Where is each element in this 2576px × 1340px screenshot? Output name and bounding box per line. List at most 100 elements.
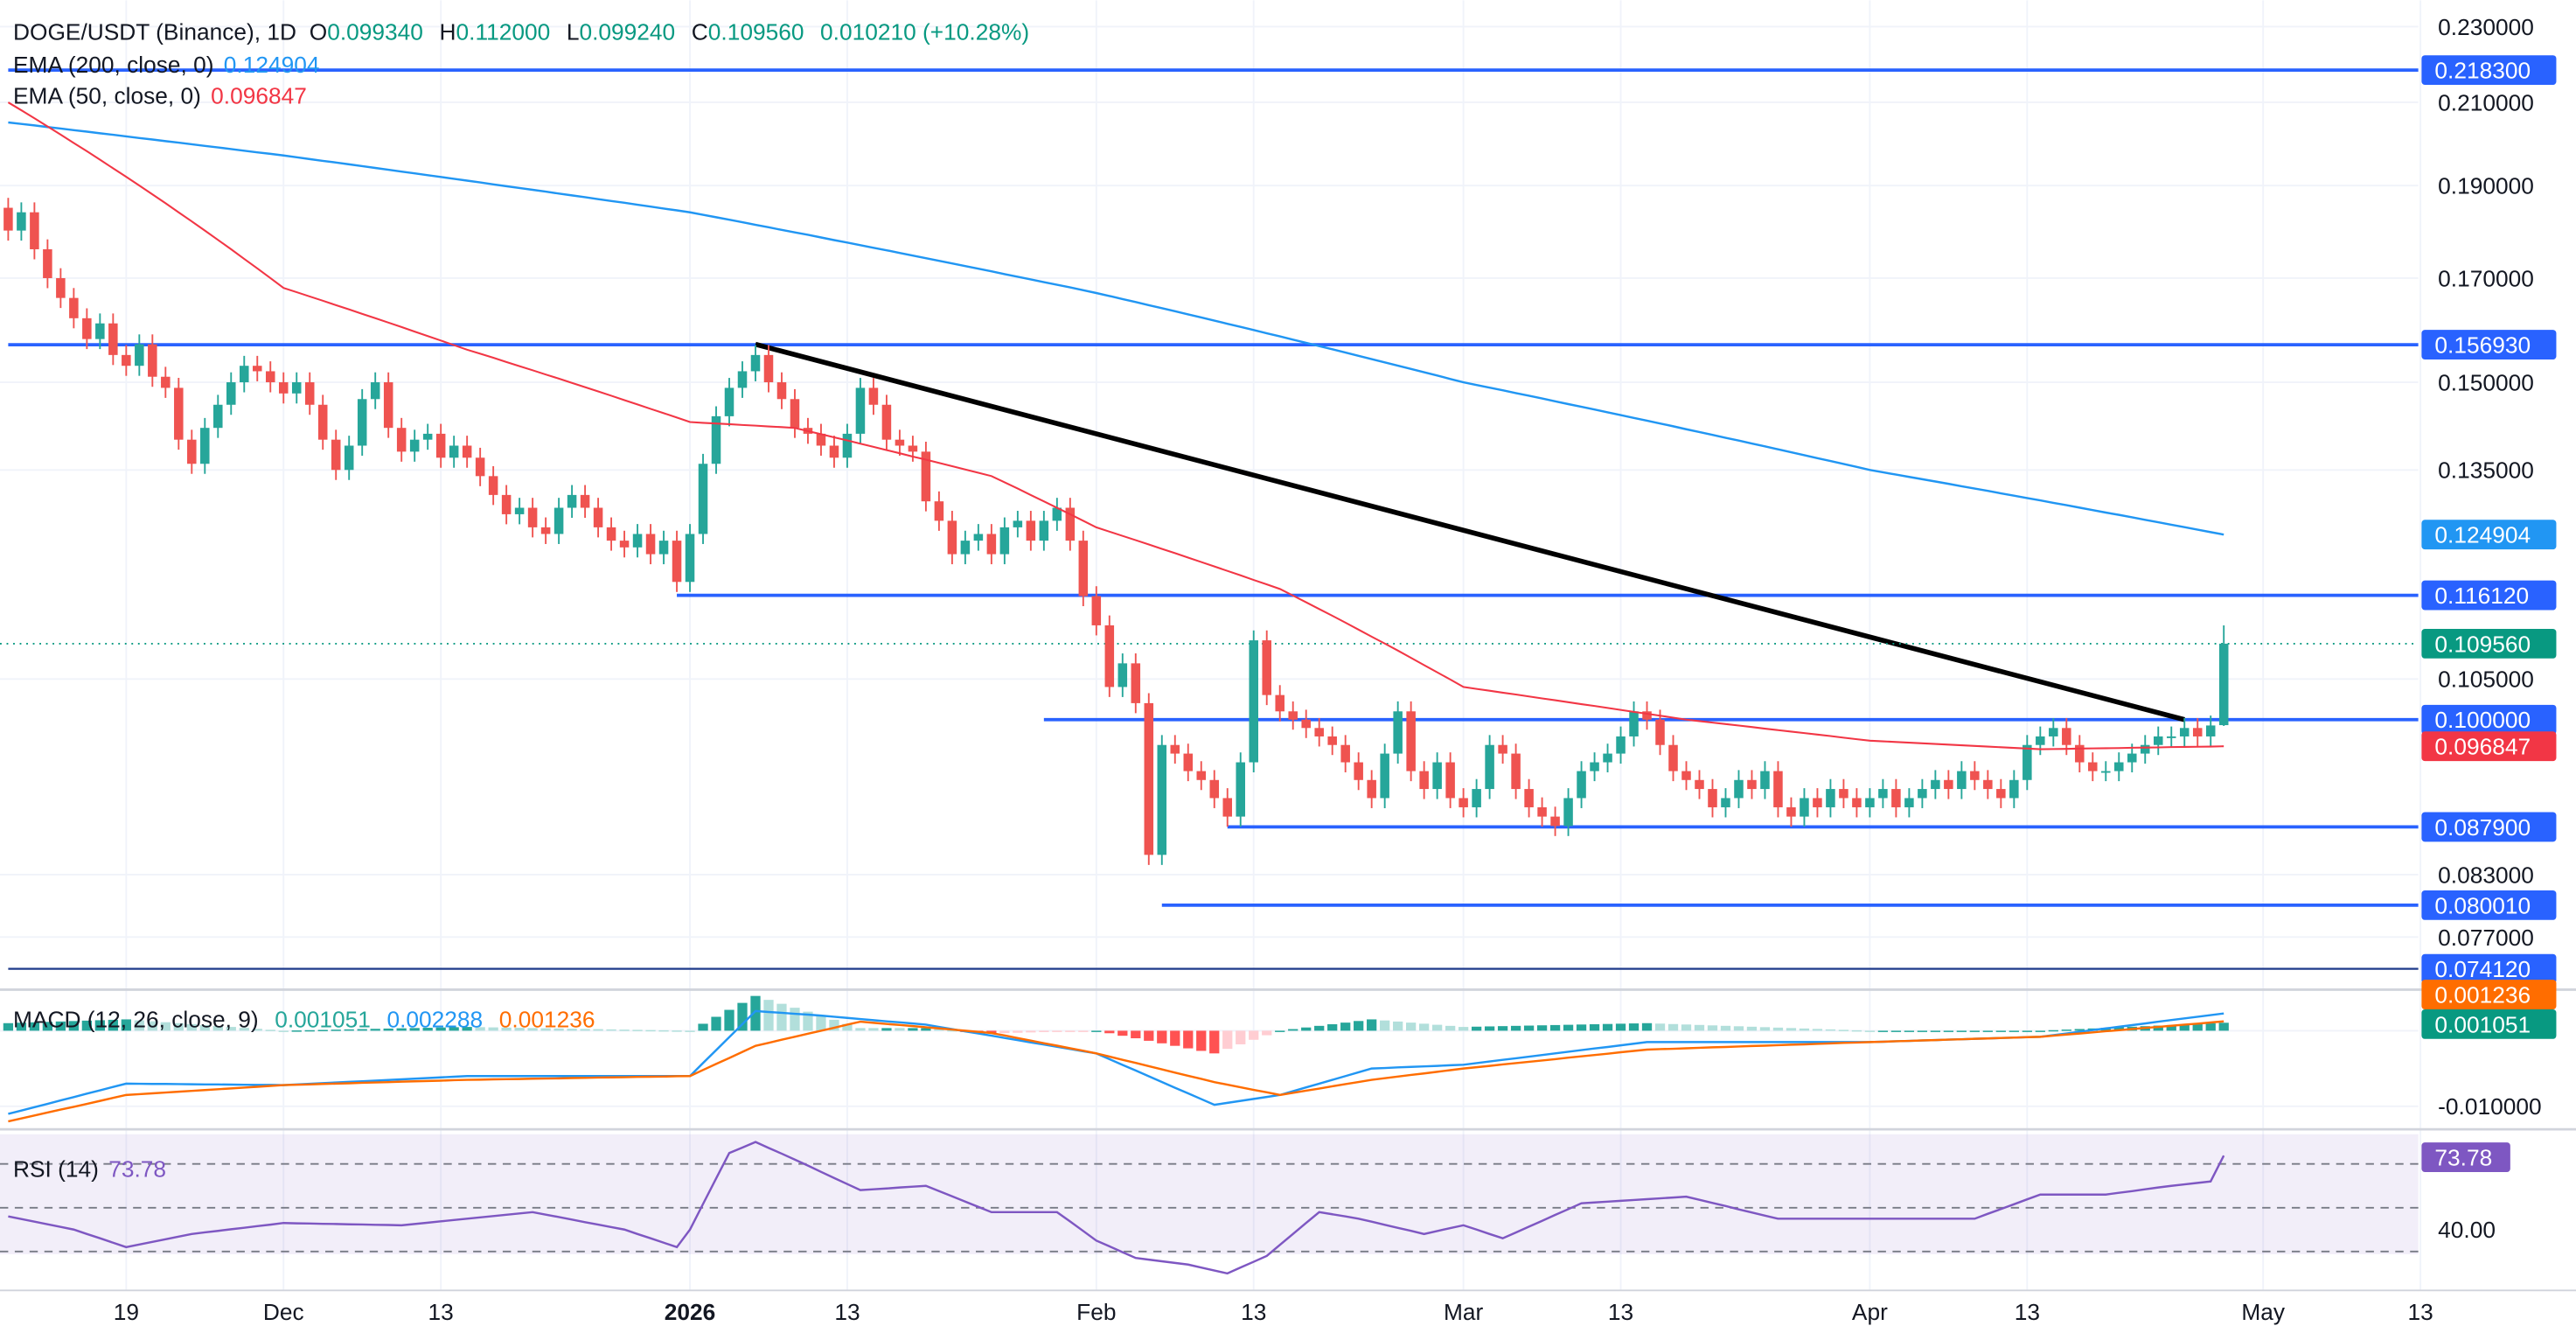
legend-ema50[interactable]: EMA (50, close, 0) 0.096847 bbox=[13, 83, 307, 109]
candle[interactable] bbox=[514, 498, 525, 525]
candle[interactable] bbox=[501, 485, 512, 525]
candle[interactable] bbox=[1367, 770, 1376, 808]
candle[interactable] bbox=[1288, 701, 1298, 730]
candle[interactable] bbox=[1275, 685, 1285, 722]
candle[interactable] bbox=[829, 436, 839, 468]
candle[interactable] bbox=[842, 423, 853, 468]
candle[interactable] bbox=[1996, 778, 2006, 808]
candle[interactable] bbox=[344, 436, 354, 480]
candle[interactable] bbox=[1944, 770, 1953, 799]
candle[interactable] bbox=[1183, 743, 1194, 782]
candle[interactable] bbox=[776, 372, 787, 409]
candle[interactable] bbox=[1026, 511, 1036, 551]
candle[interactable] bbox=[2075, 735, 2085, 773]
candle[interactable] bbox=[135, 334, 144, 376]
level-price-badge[interactable]: 0.218300 bbox=[2421, 55, 2557, 86]
candle[interactable] bbox=[435, 423, 446, 468]
candle[interactable] bbox=[816, 423, 826, 456]
candle[interactable] bbox=[2101, 761, 2111, 782]
candle[interactable] bbox=[1170, 735, 1180, 764]
candle[interactable] bbox=[1380, 743, 1389, 808]
candle[interactable] bbox=[317, 394, 328, 450]
candle[interactable] bbox=[593, 498, 603, 538]
candle[interactable] bbox=[2036, 726, 2045, 756]
candle[interactable] bbox=[2166, 726, 2176, 747]
candle[interactable] bbox=[174, 378, 184, 450]
candle[interactable] bbox=[240, 355, 249, 393]
candle[interactable] bbox=[553, 498, 564, 544]
candle[interactable] bbox=[1144, 693, 1154, 865]
candle[interactable] bbox=[2218, 625, 2229, 727]
macd-signal-line[interactable] bbox=[8, 1020, 2224, 1123]
candle[interactable] bbox=[632, 524, 643, 558]
candle[interactable] bbox=[658, 530, 669, 565]
candle[interactable] bbox=[698, 453, 708, 544]
candle[interactable] bbox=[1419, 761, 1429, 799]
candle[interactable] bbox=[449, 436, 459, 468]
candle[interactable] bbox=[2009, 770, 2019, 808]
ema50-price-badge[interactable]: 0.096847 bbox=[2421, 731, 2557, 762]
candle[interactable] bbox=[488, 465, 498, 506]
candle[interactable] bbox=[291, 372, 302, 404]
candle[interactable] bbox=[161, 366, 171, 398]
price-pane[interactable] bbox=[3, 101, 2229, 865]
candle[interactable] bbox=[1983, 770, 1993, 799]
candle[interactable] bbox=[1970, 761, 1980, 791]
candle[interactable] bbox=[750, 345, 761, 381]
level-price-badge[interactable]: 0.074120 bbox=[2421, 953, 2557, 984]
candle[interactable] bbox=[331, 429, 341, 480]
candle[interactable] bbox=[934, 491, 944, 531]
legend-rsi[interactable]: RSI (14) 73.78 bbox=[13, 1156, 166, 1183]
candle[interactable] bbox=[1839, 778, 1848, 808]
candle[interactable] bbox=[1485, 735, 1494, 799]
current-price-badge[interactable]: 0.109560 bbox=[2421, 628, 2557, 659]
candle[interactable] bbox=[1695, 770, 1704, 799]
horizontal-levels[interactable] bbox=[0, 68, 2419, 970]
candle[interactable] bbox=[1681, 761, 1691, 791]
candle[interactable] bbox=[1655, 709, 1665, 756]
candle[interactable] bbox=[69, 288, 79, 329]
candle[interactable] bbox=[947, 511, 957, 565]
legend-macd[interactable]: MACD (12, 26, close, 9) 0.001051 0.00228… bbox=[13, 1007, 595, 1033]
candle[interactable] bbox=[1262, 630, 1271, 706]
candle[interactable] bbox=[2023, 735, 2032, 791]
candle[interactable] bbox=[1642, 701, 1652, 730]
candle[interactable] bbox=[1708, 778, 1717, 818]
candle[interactable] bbox=[1865, 788, 1875, 818]
candle[interactable] bbox=[711, 406, 721, 474]
candle[interactable] bbox=[1039, 511, 1049, 551]
candle[interactable] bbox=[1117, 653, 1128, 697]
candle[interactable] bbox=[868, 378, 879, 415]
candle[interactable] bbox=[881, 394, 892, 450]
candle[interactable] bbox=[1393, 701, 1403, 764]
candle[interactable] bbox=[1590, 752, 1599, 782]
candle[interactable] bbox=[1078, 530, 1089, 607]
candle[interactable] bbox=[1668, 735, 1678, 782]
candle[interactable] bbox=[1826, 778, 1835, 818]
candle[interactable] bbox=[187, 429, 197, 474]
candle[interactable] bbox=[1957, 761, 1967, 799]
candle[interactable] bbox=[1813, 788, 1822, 818]
rsi-value-badge[interactable]: 73.78 bbox=[2421, 1142, 2510, 1172]
candle[interactable] bbox=[3, 198, 13, 241]
candle[interactable] bbox=[1314, 717, 1324, 747]
candle[interactable] bbox=[1550, 806, 1560, 836]
candle[interactable] bbox=[2140, 735, 2150, 764]
candle[interactable] bbox=[213, 394, 223, 438]
candle[interactable] bbox=[999, 517, 1010, 565]
candle[interactable] bbox=[304, 372, 315, 415]
candle[interactable] bbox=[540, 517, 551, 544]
candle[interactable] bbox=[2153, 726, 2163, 756]
candle[interactable] bbox=[30, 202, 39, 260]
candle[interactable] bbox=[2179, 717, 2190, 747]
candle[interactable] bbox=[1878, 778, 1888, 808]
candle[interactable] bbox=[1904, 788, 1914, 818]
candle[interactable] bbox=[790, 388, 800, 438]
level-price-badge[interactable]: 0.116120 bbox=[2421, 580, 2557, 611]
candle[interactable] bbox=[278, 372, 289, 404]
candle[interactable] bbox=[1931, 770, 1940, 799]
level-price-badge[interactable]: 0.156930 bbox=[2421, 330, 2557, 359]
candle[interactable] bbox=[580, 485, 590, 518]
candle[interactable] bbox=[1760, 761, 1770, 799]
